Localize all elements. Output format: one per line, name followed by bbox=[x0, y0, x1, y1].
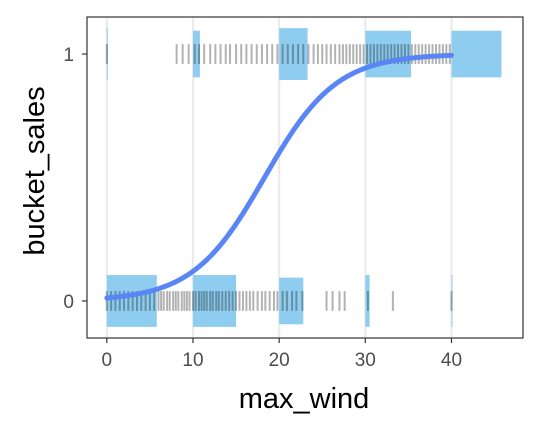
bin-bar bbox=[279, 28, 308, 80]
bins-layer bbox=[106, 28, 502, 327]
y-tick-label: 0 bbox=[63, 292, 74, 313]
x-axis-title: max_wind bbox=[239, 383, 370, 415]
x-tick-label: 0 bbox=[102, 350, 113, 371]
y-tick-label: 1 bbox=[63, 45, 74, 66]
x-tick-label: 20 bbox=[269, 350, 290, 371]
panel-border bbox=[86, 16, 524, 339]
x-tick-label: 30 bbox=[355, 350, 376, 371]
rug-layer bbox=[105, 44, 453, 311]
bin-bar bbox=[192, 275, 237, 327]
curve-layer bbox=[104, 52, 454, 301]
x-tick-label: 40 bbox=[441, 350, 462, 371]
x-tick-label: 10 bbox=[182, 350, 203, 371]
axis-layer: 0 10 20 30 40 0 1 bbox=[63, 45, 462, 371]
bin-bar bbox=[451, 30, 502, 78]
logistic-curve bbox=[104, 52, 454, 301]
bin-bar bbox=[192, 30, 200, 78]
bin-bar bbox=[451, 275, 453, 327]
bin-bar bbox=[365, 30, 411, 78]
bin-bar bbox=[279, 277, 304, 325]
bin-bar bbox=[106, 275, 157, 327]
bin-bar bbox=[106, 28, 108, 80]
bin-bar bbox=[365, 275, 370, 327]
y-axis-title: bucket_sales bbox=[19, 86, 51, 255]
